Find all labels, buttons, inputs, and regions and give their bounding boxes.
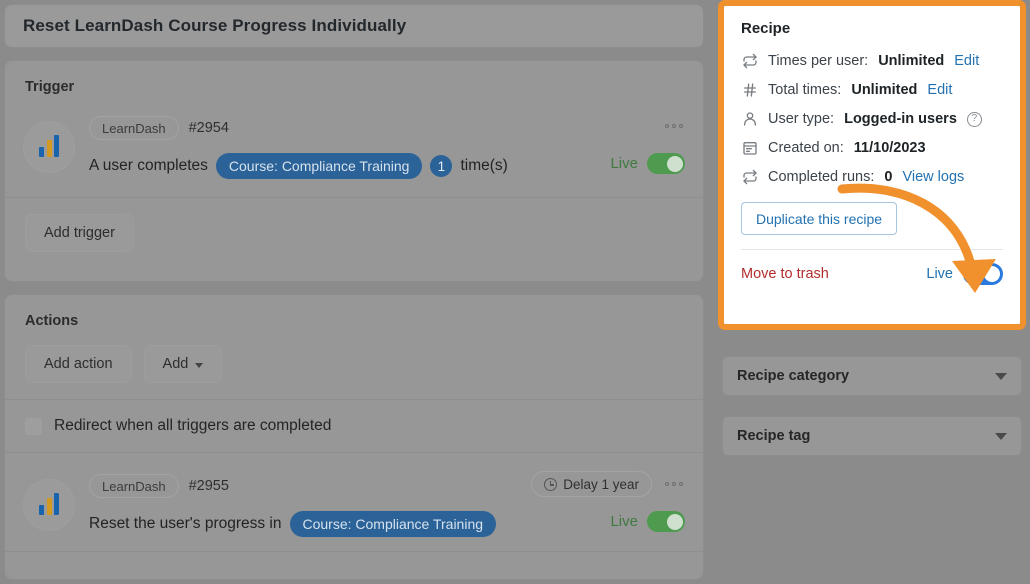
recipe-category-label: Recipe category: [737, 368, 850, 384]
recipe-tag-panel[interactable]: Recipe tag: [722, 416, 1022, 456]
calendar-icon: [741, 140, 758, 156]
trigger-live-toggle[interactable]: Live: [610, 153, 685, 174]
trigger-heading: Trigger: [25, 79, 75, 95]
recipe-completed-runs-value: 0: [884, 169, 893, 185]
add-action-button[interactable]: Add action: [25, 345, 132, 383]
action-id: #2955: [188, 478, 229, 494]
total-times-edit-link[interactable]: Edit: [927, 82, 953, 98]
add-dropdown-button[interactable]: Add: [143, 345, 223, 383]
recipe-total-times-value: Unlimited: [851, 82, 918, 98]
learndash-bars-icon: [23, 121, 75, 173]
divider: [5, 197, 703, 198]
delay-badge-label: Delay 1 year: [563, 476, 639, 492]
action-row: LearnDash #2955 Reset the user's progres…: [5, 453, 703, 555]
trigger-sentence-suffix: time(s): [460, 157, 508, 174]
recipe-created-on-label: Created on:: [768, 140, 844, 156]
duplicate-recipe-button[interactable]: Duplicate this recipe: [741, 202, 898, 235]
redirect-checkbox-label: Redirect when all triggers are completed: [54, 417, 332, 434]
recipe-times-per-user-label: Times per user:: [768, 53, 869, 69]
caret-down-icon[interactable]: [995, 372, 1007, 380]
move-to-trash-link[interactable]: Move to trash: [741, 266, 829, 282]
toggle-switch-icon[interactable]: [647, 511, 685, 532]
repeat-icon: [741, 53, 758, 69]
divider: [5, 399, 703, 400]
delay-badge[interactable]: Delay 1 year: [531, 471, 652, 497]
recipe-live-label: Live: [926, 266, 953, 282]
recipe-user-type-row: User type: Logged-in users ?: [741, 111, 1003, 127]
toggle-switch-icon[interactable]: [647, 153, 685, 174]
redirect-checkbox-row[interactable]: Redirect when all triggers are completed: [5, 400, 703, 452]
recipe-created-on-value: 11/10/2023: [853, 140, 926, 156]
recipe-total-times-label: Total times:: [768, 82, 842, 98]
user-icon: [741, 111, 758, 127]
times-per-user-edit-link[interactable]: Edit: [954, 53, 980, 69]
action-integration-badge: LearnDash: [89, 474, 179, 498]
recipe-completed-runs-label: Completed runs:: [768, 169, 875, 185]
trigger-id: #2954: [188, 120, 229, 136]
recipe-user-type-value: Logged-in users: [844, 111, 957, 127]
recipe-total-times-row: Total times: Unlimited Edit: [741, 82, 1003, 98]
actions-card: Actions Add action Add Redirect when all…: [4, 294, 704, 580]
recipe-panel-title: Recipe: [741, 20, 791, 37]
recipe-user-type-label: User type:: [768, 111, 835, 127]
clock-icon: [544, 477, 558, 491]
trigger-integration-badge: LearnDash: [89, 116, 179, 140]
recipe-live-toggle[interactable]: Live: [926, 263, 1003, 285]
action-live-toggle[interactable]: Live: [610, 511, 685, 532]
trigger-sentence: A user completes Course: Compliance Trai…: [89, 153, 685, 179]
action-sentence: Reset the user's progress in Course: Com…: [89, 511, 685, 537]
recipe-category-panel[interactable]: Recipe category: [722, 356, 1022, 396]
trigger-sentence-prefix: A user completes: [89, 157, 208, 174]
trigger-live-label: Live: [610, 155, 638, 172]
caret-down-icon[interactable]: [995, 432, 1007, 440]
action-live-label: Live: [610, 513, 638, 530]
redirect-checkbox[interactable]: [25, 417, 42, 435]
recipe-times-per-user-value: Unlimited: [878, 53, 945, 69]
repeat-icon: [741, 169, 758, 185]
learndash-bars-icon: [23, 479, 75, 531]
trigger-count-chip[interactable]: 1: [430, 155, 453, 177]
recipe-tag-label: Recipe tag: [737, 428, 811, 444]
recipe-title-field[interactable]: Reset LearnDash Course Progress Individu…: [4, 4, 704, 48]
recipe-panel: Recipe Times per user: Unlimited Edit To…: [718, 0, 1026, 330]
add-dropdown-label: Add: [162, 356, 189, 372]
divider: [5, 551, 703, 552]
kebab-menu-icon[interactable]: [663, 478, 685, 490]
recipe-created-on-row: Created on: 11/10/2023: [741, 140, 1003, 156]
help-circle-icon[interactable]: ?: [966, 111, 982, 127]
divider: [5, 452, 703, 453]
hash-icon: [741, 82, 758, 98]
trigger-course-chip[interactable]: Course: Compliance Training: [215, 153, 423, 179]
toggle-switch-icon[interactable]: [963, 263, 1003, 285]
trigger-card: Trigger LearnDash #2954 A user completes…: [4, 60, 704, 282]
actions-heading: Actions: [25, 313, 79, 329]
trigger-row: LearnDash #2954 A user completes Course:…: [5, 95, 703, 197]
kebab-menu-icon[interactable]: [663, 120, 685, 132]
recipe-completed-runs-row: Completed runs: 0 View logs: [741, 169, 1003, 185]
page-title: Reset LearnDash Course Progress Individu…: [23, 16, 407, 35]
action-course-chip[interactable]: Course: Compliance Training: [289, 511, 497, 537]
view-logs-link[interactable]: View logs: [902, 169, 965, 185]
action-sentence-prefix: Reset the user's progress in: [89, 515, 282, 532]
add-trigger-button[interactable]: Add trigger: [25, 214, 134, 252]
chevron-down-icon: [195, 362, 204, 368]
recipe-times-per-user-row: Times per user: Unlimited Edit: [741, 53, 1003, 69]
